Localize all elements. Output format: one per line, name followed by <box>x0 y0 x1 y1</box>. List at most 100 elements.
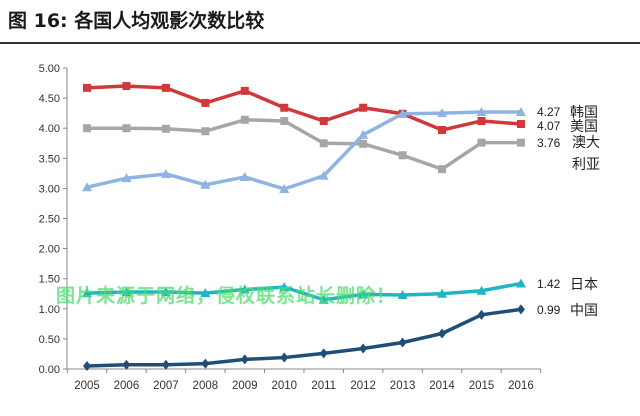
data-point <box>319 139 328 148</box>
data-point <box>438 165 447 174</box>
y-tick-label: 0.00 <box>39 364 60 376</box>
data-point <box>397 108 408 118</box>
y-tick-label: 2.00 <box>39 244 60 256</box>
data-point <box>240 86 249 95</box>
x-tick-label: 2007 <box>153 380 179 392</box>
x-tick-label: 2016 <box>508 380 534 392</box>
series-name-label: 利亚 <box>572 157 600 173</box>
y-tick-label: 4.50 <box>39 93 60 105</box>
y-tick-label: 1.00 <box>39 304 60 316</box>
data-point <box>318 170 329 180</box>
series-line-中国 <box>86 307 522 368</box>
y-tick-label: 5.00 <box>39 63 60 75</box>
data-point <box>279 184 290 194</box>
data-point <box>160 286 171 296</box>
data-point <box>397 289 408 299</box>
data-point <box>280 103 289 112</box>
x-tick-label: 2011 <box>311 380 336 392</box>
x-tick-label: 2009 <box>232 380 258 392</box>
data-point <box>122 124 131 133</box>
data-point <box>437 288 448 298</box>
x-tick-label: 2005 <box>74 380 100 392</box>
watermark: 图片来源于网络，侵权联系站长删除！ <box>56 285 397 307</box>
data-point <box>516 119 525 128</box>
y-tick-label: 1.50 <box>39 274 60 286</box>
data-point <box>438 126 447 135</box>
data-point <box>239 284 250 294</box>
data-point <box>476 285 487 295</box>
series-name-label: 澳大 <box>572 135 600 151</box>
data-point <box>200 288 211 298</box>
y-tick-label: 0.50 <box>39 334 60 346</box>
data-point <box>279 282 290 292</box>
series-line-美国 <box>86 84 522 132</box>
data-point <box>160 168 171 178</box>
data-point <box>280 352 289 363</box>
data-point <box>200 179 211 189</box>
end-value-label: 3.76 <box>537 136 561 150</box>
end-value-label: 1.42 <box>537 277 561 291</box>
end-value-label: 0.99 <box>537 303 561 317</box>
data-point <box>319 348 328 359</box>
data-point <box>83 124 91 133</box>
series-name-label: 美国 <box>570 119 598 135</box>
data-point <box>201 358 210 369</box>
x-tick-label: 2010 <box>271 380 297 392</box>
data-point <box>201 98 210 107</box>
data-point <box>82 288 92 298</box>
data-point <box>359 343 368 354</box>
data-point <box>515 278 526 288</box>
x-tick-label: 2015 <box>469 380 495 392</box>
y-tick-label: 2.50 <box>39 214 60 226</box>
title-divider <box>0 42 640 44</box>
data-point <box>358 289 369 299</box>
data-point <box>161 359 170 370</box>
y-tick-label: 4.00 <box>39 123 60 135</box>
series-line-澳大利亚 <box>87 118 521 171</box>
data-point <box>83 360 91 371</box>
x-tick-label: 2014 <box>429 380 455 392</box>
series-name-label: 日本 <box>570 277 598 293</box>
data-point <box>240 115 249 124</box>
data-point <box>239 171 250 181</box>
data-point <box>83 83 91 92</box>
series-name-label: 韩国 <box>570 105 598 121</box>
data-point <box>516 138 525 147</box>
series-line-韩国 <box>86 110 521 191</box>
x-tick-label: 2013 <box>390 380 416 392</box>
x-tick-label: 2012 <box>350 380 376 392</box>
data-point <box>438 328 447 339</box>
data-point <box>82 182 92 192</box>
data-point <box>437 108 448 118</box>
data-point <box>318 294 329 304</box>
data-point <box>477 116 486 125</box>
data-point <box>398 151 407 160</box>
data-point <box>121 286 132 296</box>
data-point <box>122 359 131 370</box>
series-line-日本 <box>86 281 522 302</box>
data-point <box>359 103 368 112</box>
data-point <box>161 124 170 133</box>
data-point <box>515 106 526 116</box>
series-name-label: 中国 <box>570 303 598 319</box>
data-point <box>240 354 249 365</box>
x-tick-label: 2006 <box>114 380 140 392</box>
data-point <box>398 337 407 348</box>
figure-title: 图 16: 各国人均观影次数比较 <box>8 10 265 32</box>
data-point <box>359 139 368 148</box>
data-point <box>161 83 170 92</box>
y-tick-label: 3.00 <box>39 183 60 195</box>
y-tick-label: 3.50 <box>39 153 60 165</box>
data-point <box>122 82 131 91</box>
data-point <box>201 127 210 136</box>
end-value-label: 4.27 <box>537 105 561 119</box>
end-value-label: 4.07 <box>537 119 561 133</box>
data-point <box>477 138 486 147</box>
data-point <box>121 173 132 183</box>
x-tick-label: 2008 <box>193 380 219 392</box>
data-point <box>477 309 486 320</box>
data-point <box>319 116 328 125</box>
data-point <box>280 116 289 125</box>
data-point <box>516 304 525 315</box>
